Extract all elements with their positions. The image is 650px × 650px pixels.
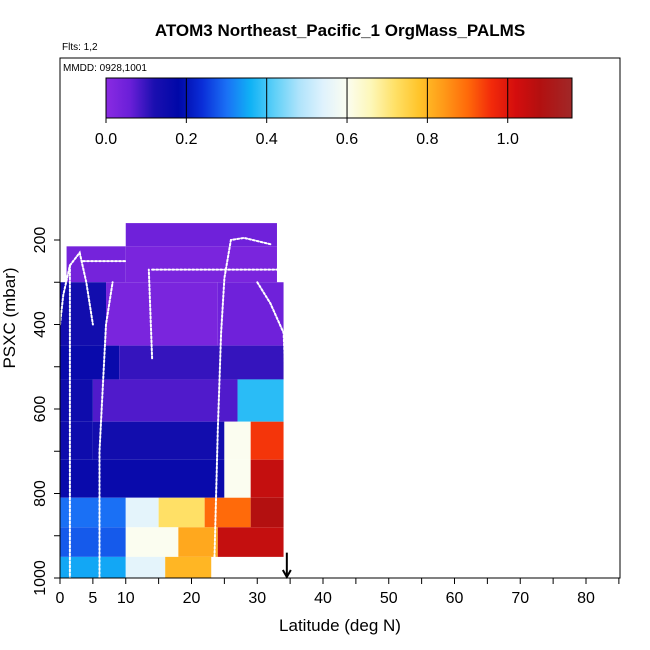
heatmap-cell — [250, 497, 284, 528]
heatmap-cell — [125, 246, 277, 283]
x-tick-label: 60 — [446, 590, 464, 607]
plot-area — [59, 223, 288, 579]
heatmap-cell — [224, 421, 251, 460]
colorbar-tick-label: 0.6 — [336, 131, 358, 148]
x-tick-label: 5 — [88, 590, 97, 607]
plot-frame — [59, 57, 621, 579]
heatmap-cell — [60, 421, 93, 460]
heatmap-cell — [60, 459, 225, 498]
flights-note: Flts: 1,2 — [62, 42, 98, 53]
colorbar-tick-label: 0.0 — [95, 131, 117, 148]
colorbar-gradient-rect — [105, 77, 573, 119]
colorbar-tick-label: 0.4 — [256, 131, 278, 148]
heatmap-cell — [119, 345, 284, 380]
x-tick-label: 20 — [183, 590, 201, 607]
heatmap-cell — [60, 527, 126, 557]
heatmap-cell — [60, 345, 120, 380]
y-tick-label: 600 — [32, 396, 49, 423]
colorbar: 0.0 0.2 0.4 0.6 0.8 1.0 — [95, 77, 573, 148]
heatmap-cell — [158, 497, 205, 528]
heatmap-cell — [237, 379, 284, 422]
flight-track — [213, 236, 272, 558]
colorbar-tick-label: 0.8 — [416, 131, 438, 148]
x-tick-label: 80 — [577, 590, 595, 607]
y-tick-label: 1000 — [32, 560, 49, 596]
heatmap-cell — [165, 556, 212, 578]
heatmap-cell — [60, 282, 107, 346]
heatmap-cell — [250, 459, 284, 498]
heatmap-cell — [125, 223, 277, 247]
x-tick-label: 0 — [56, 590, 65, 607]
x-tick-label: 10 — [117, 590, 135, 607]
colorbar-tick-label: 1.0 — [497, 131, 519, 148]
heatmap-cell — [106, 282, 218, 346]
latitude-marker-arrowhead — [281, 569, 292, 580]
x-tick-label: 30 — [248, 590, 266, 607]
x-tick-label: 40 — [314, 590, 332, 607]
x-axis-label: Latitude (deg N) — [279, 616, 401, 635]
heatmap-cell — [217, 282, 284, 346]
axes: 0 5 10 20 30 40 50 60 70 80 200 400 600 800 1000 — [32, 57, 621, 607]
heatmap-cell — [125, 527, 179, 557]
heatmap-cell — [125, 497, 159, 528]
y-tick-label: 400 — [32, 311, 49, 338]
heatmap-cell — [92, 421, 225, 460]
heatmap-cell — [125, 556, 166, 578]
heatmap-cell — [60, 556, 126, 578]
flight-track — [147, 268, 154, 360]
heatmap-cell — [204, 497, 251, 528]
heatmap-cell — [224, 459, 251, 498]
colorbar-tick-label: 0.2 — [175, 131, 197, 148]
heatmap-cell — [66, 246, 126, 283]
x-tick-label: 70 — [511, 590, 529, 607]
heatmap-cell — [250, 421, 284, 460]
heatmap-cell — [92, 379, 238, 422]
heatmap-cell — [60, 497, 126, 528]
heatmap-cell — [178, 527, 218, 557]
y-tick-label: 800 — [32, 480, 49, 507]
x-tick-label: 50 — [380, 590, 398, 607]
y-axis-label: PSXC (mbar) — [0, 267, 19, 368]
y-tick-label: 200 — [32, 227, 49, 254]
flight-track — [98, 281, 114, 579]
chart-title: ATOM3 Northeast_Pacific_1 OrgMass_PALMS — [155, 21, 525, 40]
heatmap-cell — [217, 527, 284, 557]
heatmap-cell — [60, 379, 93, 422]
dates-note: MMDD: 0928,1001 — [63, 63, 147, 74]
flight-track — [256, 281, 288, 579]
flight-track — [59, 250, 94, 326]
